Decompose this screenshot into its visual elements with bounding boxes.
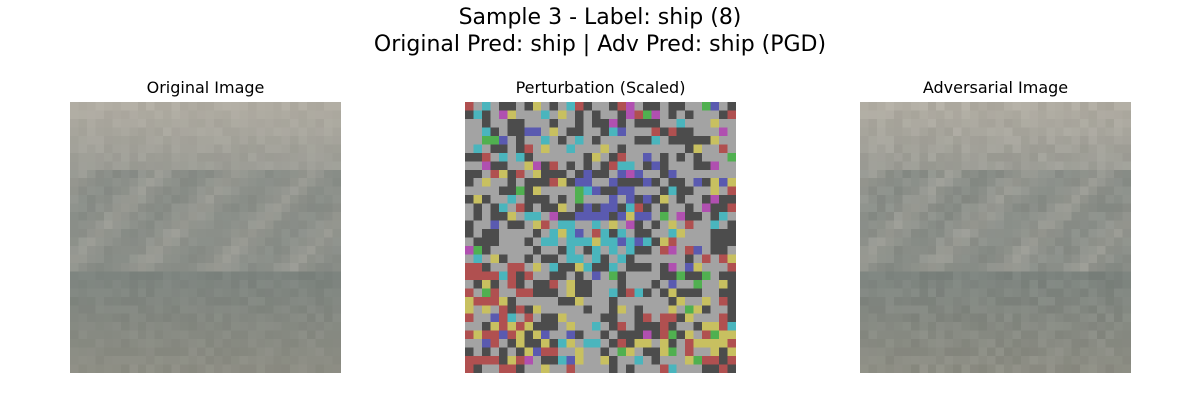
adversarial-image-panel: Adversarial Image bbox=[860, 78, 1131, 373]
original-image-panel: Original Image bbox=[70, 78, 341, 373]
perturbation-panel: Perturbation (Scaled) bbox=[465, 78, 736, 373]
figure-title-line-1: Sample 3 - Label: ship (8) bbox=[458, 5, 742, 30]
adversarial-image-title: Adversarial Image bbox=[922, 78, 1069, 97]
adversarial-image bbox=[860, 102, 1131, 373]
perturbation-title: Perturbation (Scaled) bbox=[515, 78, 686, 97]
original-image bbox=[70, 102, 341, 373]
original-image-title: Original Image bbox=[146, 78, 265, 97]
figure-title-line-2: Original Pred: ship | Adv Pred: ship (PG… bbox=[373, 32, 827, 57]
perturbation-image bbox=[465, 102, 736, 373]
